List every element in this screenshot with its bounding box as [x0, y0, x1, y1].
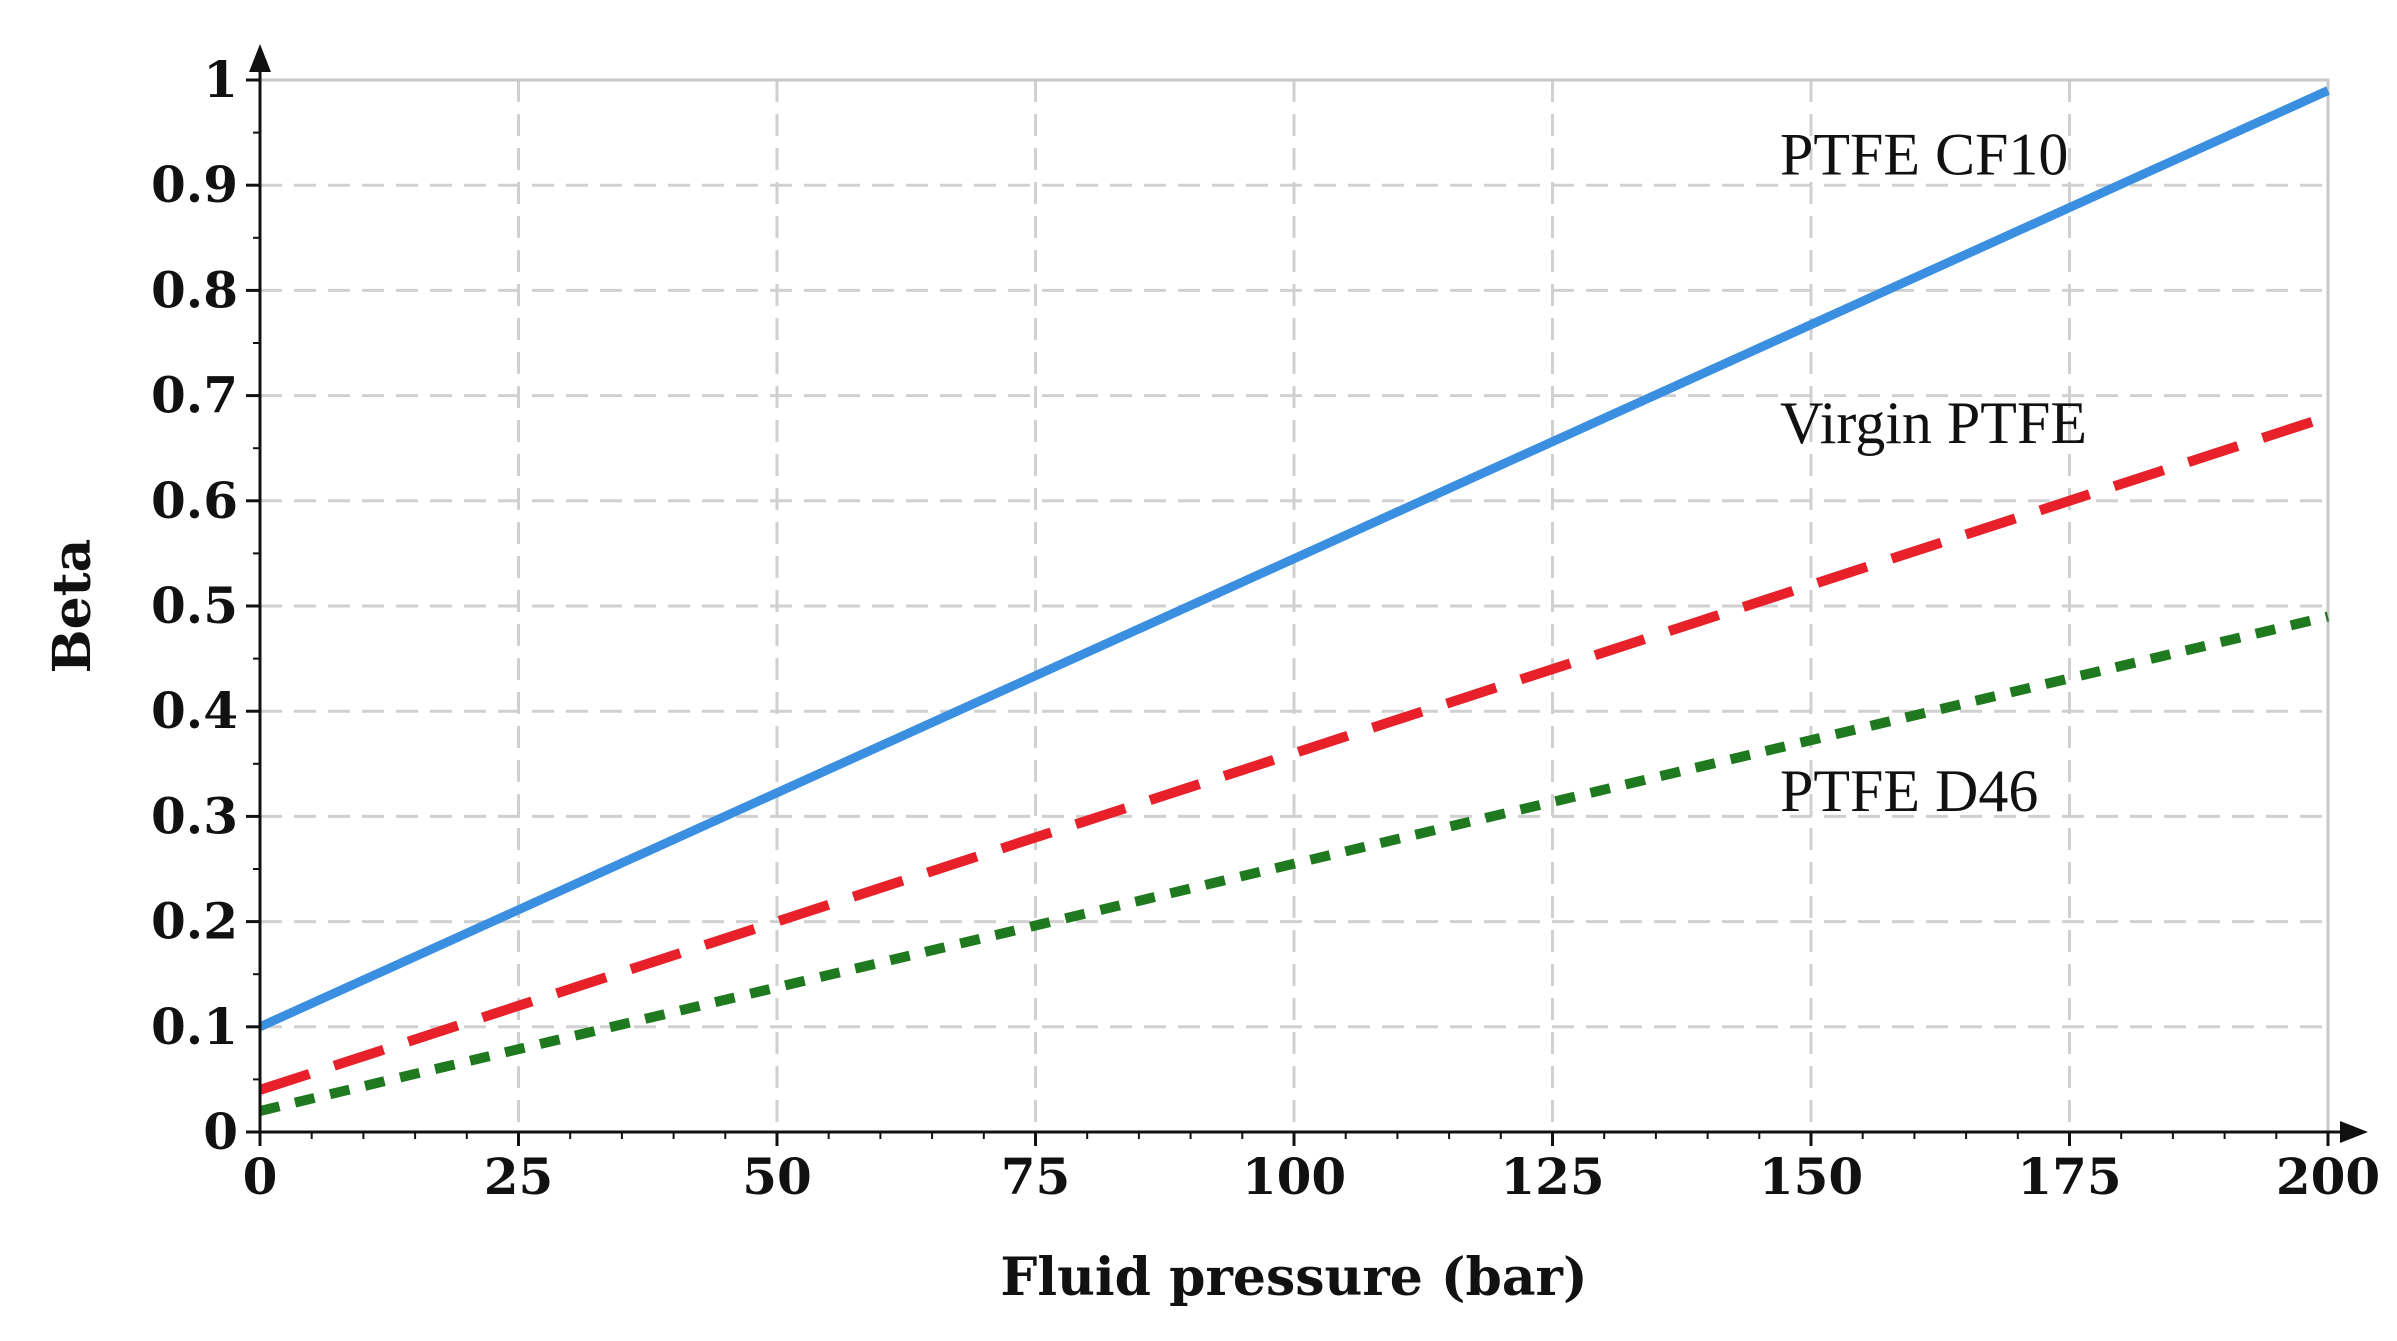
- x-tick-label: 100: [1242, 1147, 1346, 1206]
- series-line-ptfe-cf10: [258, 86, 2330, 1031]
- x-tick-label: 25: [484, 1147, 554, 1206]
- x-tick-label: 0: [243, 1147, 278, 1206]
- tick-labels: 0 25 50 75 100 125 150 175 200 0 0.1 0.2 0.3 0.4 0.5 0.…: [151, 50, 2380, 1206]
- series-label-ptfe-cf10: PTFE CF10: [1780, 122, 2068, 188]
- y-tick-label: 0.3: [151, 786, 238, 845]
- x-axis-arrow: [2340, 1121, 2368, 1143]
- series-line-virgin-ptfe: [258, 411, 2330, 1095]
- series-label-virgin-ptfe: Virgin PTFE: [1780, 390, 2087, 456]
- y-tick-label: 0.4: [151, 681, 238, 740]
- ticks: [246, 78, 2330, 1146]
- x-axis-title: Fluid pressure (bar): [1000, 1247, 1587, 1308]
- y-tick-label: 0.2: [151, 892, 238, 951]
- grid: [260, 78, 2330, 1132]
- y-tick-label: 0.6: [151, 471, 238, 530]
- x-tick-label: 50: [742, 1147, 812, 1206]
- series-label-ptfe-d46: PTFE D46: [1780, 758, 2038, 824]
- series-annotations: PTFE CF10 Virgin PTFE PTFE D46: [1780, 122, 2087, 824]
- x-tick-label: 175: [2017, 1147, 2121, 1206]
- axes: [249, 44, 2368, 1143]
- y-tick-label: 0.7: [151, 366, 238, 425]
- x-tick-label: 150: [1759, 1147, 1863, 1206]
- x-tick-label: 75: [1001, 1147, 1071, 1206]
- x-tick-label: 200: [2276, 1147, 2380, 1206]
- y-axis-arrow: [249, 44, 271, 72]
- y-tick-label: 0.5: [151, 576, 238, 635]
- y-tick-label: 0.1: [151, 997, 238, 1056]
- series-lines: [258, 86, 2330, 1116]
- series-line-ptfe-d46: [258, 611, 2330, 1116]
- y-tick-label: 0.8: [151, 260, 238, 319]
- y-tick-label: 1: [203, 50, 238, 109]
- x-tick-label: 125: [1500, 1147, 1604, 1206]
- y-tick-label: 0: [203, 1102, 238, 1161]
- y-axis-title: Beta: [42, 539, 103, 674]
- y-tick-label: 0.9: [151, 155, 238, 214]
